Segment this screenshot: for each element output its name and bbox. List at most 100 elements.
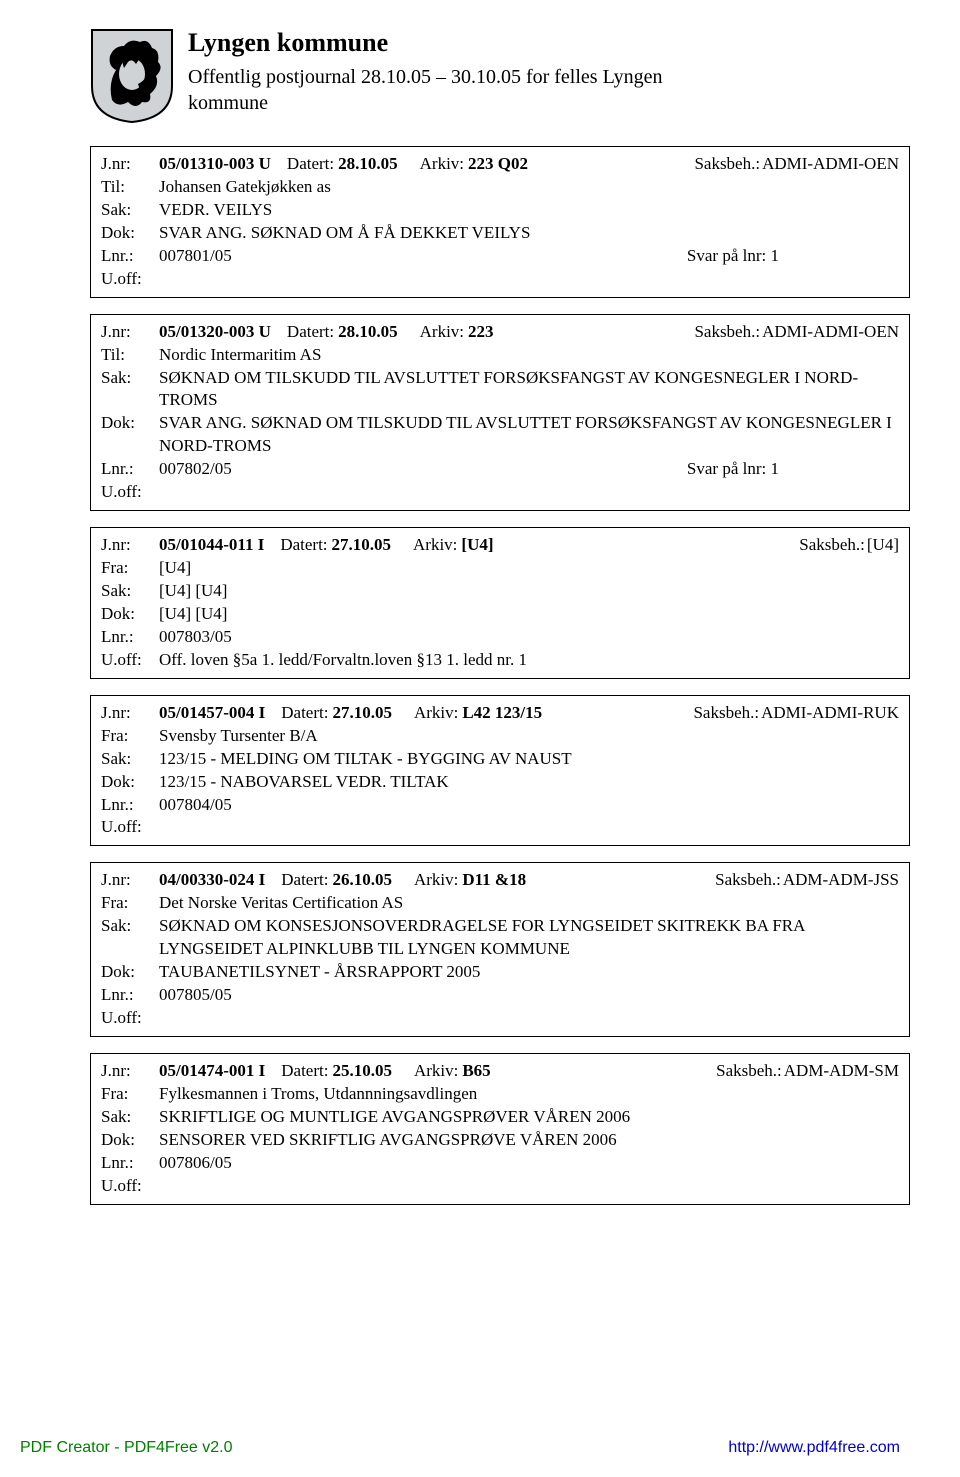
jnr-value: 05/01310-003 U — [159, 153, 271, 176]
dok-value: [U4] [U4] — [159, 603, 899, 626]
sak-value: VEDR. VEILYS — [159, 199, 899, 222]
party-value: Det Norske Veritas Certification AS — [159, 892, 899, 915]
lnr-line: 007804/05 — [159, 794, 899, 817]
label-saksbeh: Saksbeh.: — [715, 869, 781, 892]
sak-value: SKRIFTLIGE OG MUNTLIGE AVGANGSPRØVER VÅR… — [159, 1106, 899, 1129]
page-subtitle: Offentlig postjournal 28.10.05 – 30.10.0… — [188, 64, 708, 116]
label-jnr: J.nr: — [101, 1060, 159, 1083]
label-party: Fra: — [101, 557, 159, 580]
label-datert: Datert: — [287, 321, 334, 344]
svar-pa-lnr: Svar på lnr: 1 — [687, 245, 899, 268]
lnr-value: 007803/05 — [159, 626, 232, 649]
dok-value: 123/15 - NABOVARSEL VEDR. TILTAK — [159, 771, 899, 794]
jnr-value: 04/00330-024 I — [159, 869, 265, 892]
party-value: [U4] — [159, 557, 899, 580]
label-jnr: J.nr: — [101, 534, 159, 557]
label-dok: Dok: — [101, 1129, 159, 1152]
label-sak: Sak: — [101, 199, 159, 222]
dok-value: SVAR ANG. SØKNAD OM TILSKUDD TIL AVSLUTT… — [159, 412, 899, 458]
label-datert: Datert: — [281, 869, 328, 892]
label-arkiv: Arkiv: — [413, 534, 457, 557]
jnr-line: 05/01457-004 I Datert: 27.10.05 Arkiv: L… — [159, 702, 899, 725]
arkiv-value: L42 123/15 — [462, 702, 542, 725]
party-value: Nordic Intermaritim AS — [159, 344, 899, 367]
lnr-value: 007805/05 — [159, 984, 232, 1007]
label-party: Fra: — [101, 1083, 159, 1106]
label-uoff: U.off: — [101, 1007, 159, 1030]
uoff-value — [159, 268, 899, 291]
lnr-line: 007805/05 — [159, 984, 899, 1007]
footer-right[interactable]: http://www.pdf4free.com — [728, 1439, 900, 1457]
jnr-line: 05/01474-001 I Datert: 25.10.05 Arkiv: B… — [159, 1060, 899, 1083]
label-dok: Dok: — [101, 412, 159, 458]
arkiv-value: D11 &18 — [462, 869, 526, 892]
label-datert: Datert: — [281, 702, 328, 725]
label-jnr: J.nr: — [101, 153, 159, 176]
label-dok: Dok: — [101, 771, 159, 794]
arkiv-value: [U4] — [461, 534, 493, 557]
label-uoff: U.off: — [101, 481, 159, 504]
label-dok: Dok: — [101, 603, 159, 626]
sak-value: 123/15 - MELDING OM TILTAK - BYGGING AV … — [159, 748, 899, 771]
label-jnr: J.nr: — [101, 702, 159, 725]
label-saksbeh: Saksbeh.: — [694, 153, 760, 176]
dok-value: SVAR ANG. SØKNAD OM Å FÅ DEKKET VEILYS — [159, 222, 899, 245]
uoff-value — [159, 1175, 899, 1198]
label-lnr: Lnr.: — [101, 458, 159, 481]
footer: PDF Creator - PDF4Free v2.0 http://www.p… — [0, 1431, 960, 1477]
datert-value: 28.10.05 — [338, 321, 398, 344]
datert-value: 28.10.05 — [338, 153, 398, 176]
label-lnr: Lnr.: — [101, 626, 159, 649]
label-saksbeh: Saksbeh.: — [799, 534, 865, 557]
label-dok: Dok: — [101, 222, 159, 245]
lnr-line: 007806/05 — [159, 1152, 899, 1175]
label-party: Til: — [101, 176, 159, 199]
label-saksbeh: Saksbeh.: — [693, 702, 759, 725]
label-datert: Datert: — [287, 153, 334, 176]
journal-entry: J.nr: 04/00330-024 I Datert: 26.10.05 Ar… — [90, 862, 910, 1037]
lnr-value: 007802/05 — [159, 458, 232, 481]
saksbeh-value: [U4] — [867, 534, 899, 557]
uoff-value — [159, 481, 899, 504]
label-jnr: J.nr: — [101, 869, 159, 892]
label-lnr: Lnr.: — [101, 794, 159, 817]
header: Lyngen kommune Offentlig postjournal 28.… — [90, 28, 910, 124]
label-arkiv: Arkiv: — [414, 869, 458, 892]
dok-value: SENSORER VED SKRIFTLIG AVGANGSPRØVE VÅRE… — [159, 1129, 899, 1152]
label-lnr: Lnr.: — [101, 245, 159, 268]
label-uoff: U.off: — [101, 649, 159, 672]
datert-value: 26.10.05 — [332, 869, 392, 892]
uoff-value: Off. loven §5a 1. ledd/Forvaltn.loven §1… — [159, 649, 899, 672]
label-sak: Sak: — [101, 748, 159, 771]
dok-value: TAUBANETILSYNET - ÅRSRAPPORT 2005 — [159, 961, 899, 984]
jnr-value: 05/01320-003 U — [159, 321, 271, 344]
label-dok: Dok: — [101, 961, 159, 984]
label-sak: Sak: — [101, 367, 159, 413]
jnr-line: 05/01310-003 U Datert: 28.10.05 Arkiv: 2… — [159, 153, 899, 176]
page: Lyngen kommune Offentlig postjournal 28.… — [0, 0, 960, 1251]
label-uoff: U.off: — [101, 816, 159, 839]
lnr-value: 007804/05 — [159, 794, 232, 817]
sak-value: SØKNAD OM TILSKUDD TIL AVSLUTTET FORSØKS… — [159, 367, 899, 413]
label-lnr: Lnr.: — [101, 984, 159, 1007]
label-uoff: U.off: — [101, 1175, 159, 1198]
arkiv-value: 223 Q02 — [468, 153, 528, 176]
journal-entry: J.nr: 05/01320-003 U Datert: 28.10.05 Ar… — [90, 314, 910, 512]
journal-entry: J.nr: 05/01457-004 I Datert: 27.10.05 Ar… — [90, 695, 910, 847]
jnr-line: 05/01044-011 I Datert: 27.10.05 Arkiv: [… — [159, 534, 899, 557]
arkiv-value: 223 — [468, 321, 494, 344]
label-saksbeh: Saksbeh.: — [694, 321, 760, 344]
label-sak: Sak: — [101, 915, 159, 961]
saksbeh-value: ADM-ADM-SM — [784, 1060, 899, 1083]
label-arkiv: Arkiv: — [420, 321, 464, 344]
jnr-value: 05/01044-011 I — [159, 534, 264, 557]
page-title: Lyngen kommune — [188, 28, 708, 58]
label-lnr: Lnr.: — [101, 1152, 159, 1175]
sak-value: [U4] [U4] — [159, 580, 899, 603]
header-text: Lyngen kommune Offentlig postjournal 28.… — [188, 28, 708, 116]
datert-value: 25.10.05 — [332, 1060, 392, 1083]
label-datert: Datert: — [280, 534, 327, 557]
saksbeh-value: ADMI-ADMI-RUK — [761, 702, 899, 725]
label-uoff: U.off: — [101, 268, 159, 291]
datert-value: 27.10.05 — [332, 534, 392, 557]
